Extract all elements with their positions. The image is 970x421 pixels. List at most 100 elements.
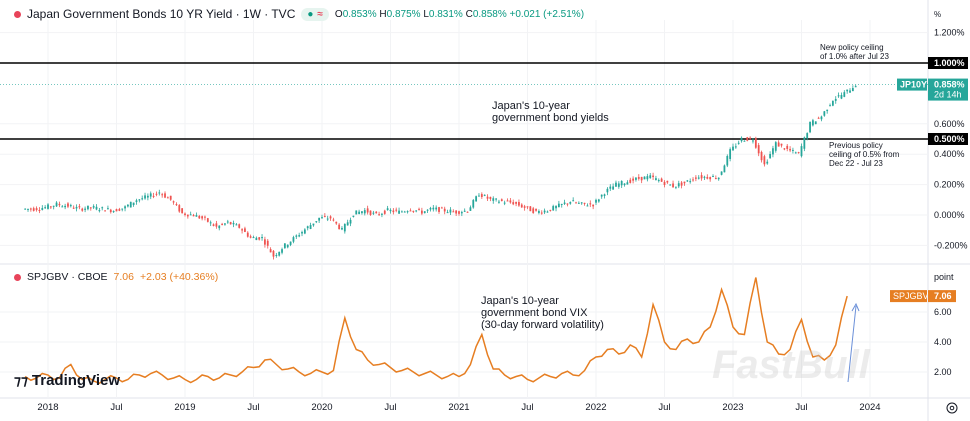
candle-body (301, 232, 303, 234)
candle-body (361, 211, 363, 214)
candle-body (335, 221, 338, 224)
symbol-dot-icon (14, 273, 21, 281)
candle-body (266, 240, 269, 246)
candle-body (47, 204, 49, 209)
candle-body (366, 208, 369, 213)
candle-body (560, 203, 563, 205)
candle-body (652, 175, 654, 178)
x-tick-label: 2024 (859, 402, 880, 413)
candle-body (155, 193, 158, 195)
symbol-title[interactable]: Japan Government Bonds 10 YR Yield · 1W … (27, 7, 296, 21)
candle-body (752, 140, 754, 142)
candle-body (115, 209, 118, 212)
candle-body (401, 211, 403, 213)
candle-body (195, 215, 198, 217)
candle-body (418, 208, 420, 210)
candle-body (657, 180, 660, 182)
candle-body (409, 210, 412, 212)
candle-body (763, 156, 766, 165)
candle-body (492, 198, 495, 201)
candle-body (700, 175, 703, 179)
candle-body (29, 208, 32, 210)
candle-body (298, 235, 301, 237)
x-tick-label: Jul (521, 402, 533, 413)
candle-body (109, 209, 112, 213)
ohlc-values: O0.853% H0.875% L0.831% C0.858% +0.021 (… (334, 8, 585, 20)
vix-value: 7.06 (113, 271, 134, 283)
candle-body (831, 100, 834, 106)
candle-body (204, 216, 206, 218)
candle-body (809, 121, 811, 133)
candle-body (812, 120, 814, 126)
candle-body (218, 225, 221, 229)
candle-body (455, 210, 458, 214)
candle-body (158, 192, 161, 194)
candle-body (463, 210, 466, 212)
candle-body (518, 202, 520, 206)
tradingview-logo[interactable]: ⁊⁊ TradingView (14, 372, 121, 389)
candle-body (326, 218, 329, 220)
x-tick-label: Jul (658, 402, 670, 413)
x-tick-label: Jul (384, 402, 396, 413)
candle-body (201, 216, 204, 219)
candle-body (152, 195, 155, 197)
candle-body (760, 151, 763, 161)
market-status-badge[interactable]: ● ≈ (301, 7, 329, 21)
candle-body (212, 224, 215, 226)
vix-change: +2.03 (+40.36%) (139, 271, 219, 283)
candle-body (41, 208, 44, 210)
candle-body (215, 223, 218, 227)
candle-body (426, 209, 429, 211)
candle-body (375, 211, 378, 214)
candle-body (229, 222, 232, 225)
candle-body (509, 200, 512, 203)
candle-body (792, 149, 794, 151)
vix-symbol[interactable]: SPJGBV · CBOE (27, 271, 108, 283)
x-tick-label: Jul (110, 402, 122, 413)
price-unit: % (934, 10, 942, 19)
candle-body (580, 202, 583, 204)
candle-body (161, 194, 164, 196)
candle-body (535, 208, 537, 211)
candle-body (386, 208, 389, 211)
annotation-vix: Japan's 10-year government bond VIX (30-… (481, 295, 604, 331)
candle-body (757, 145, 760, 154)
symbol-tag-bg (897, 78, 927, 91)
candle-body (829, 105, 831, 107)
candle-body (723, 165, 726, 173)
candle-body (786, 145, 789, 149)
candle-body (817, 117, 820, 119)
candle-body (275, 255, 278, 257)
candle-body (843, 92, 846, 97)
candle-body (383, 210, 386, 214)
candle-body (577, 202, 580, 204)
candle-body (189, 214, 192, 216)
last-price-bg (928, 78, 968, 101)
candle-body (118, 209, 121, 211)
candle-body (649, 175, 652, 179)
candle-body (129, 201, 132, 208)
candle-body (592, 204, 595, 207)
candle-body (538, 211, 540, 213)
candle-body (526, 206, 529, 208)
candle-body (221, 223, 223, 225)
settings-gear-icon[interactable] (946, 402, 958, 414)
y-tick-label: -0.200% (934, 240, 968, 250)
candle-body (489, 196, 492, 199)
candle-body (612, 186, 615, 190)
candle-body (543, 210, 546, 213)
y-tick-label: 1.200% (934, 28, 965, 38)
candle-body (264, 239, 266, 245)
candle-body (381, 213, 383, 215)
candle-body (121, 208, 124, 210)
candle-body (446, 212, 449, 214)
candle-body (677, 183, 680, 187)
candle-body (303, 229, 306, 234)
candle-body (127, 204, 129, 207)
candle-body (278, 251, 281, 256)
candle-body (617, 183, 620, 187)
candle-body (232, 222, 235, 225)
candle-body (626, 182, 629, 185)
candle-body (794, 152, 797, 154)
